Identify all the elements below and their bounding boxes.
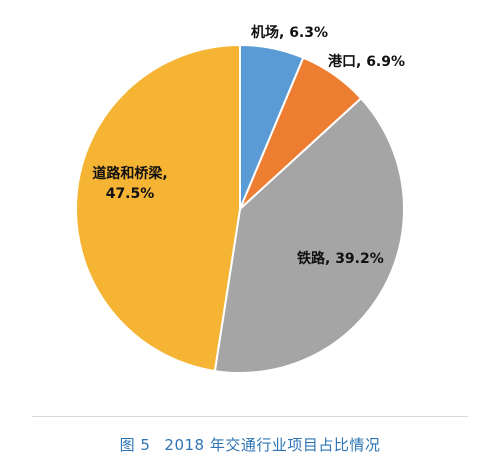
figure-title: 2018 年交通行业项目占比情况 — [164, 436, 381, 454]
pie-slice-railway — [213, 96, 405, 374]
pie-chart: 机场, 6.3%港口, 6.9% 铁路, 39.2% 道路和桥梁, 47.5% — [75, 24, 405, 374]
figure-caption: 图 5 2018 年交通行业项目占比情况 — [0, 434, 500, 455]
pie-slice-road-bridge — [75, 43, 241, 373]
slice-label-airport: 机场, 6.3% — [251, 24, 328, 41]
slice-label-port: 港口, 6.9% — [328, 53, 405, 70]
caption-divider — [32, 416, 468, 417]
slice-label-railway: 铁路, 39.2% — [297, 250, 384, 267]
slice-label-road-bridge: 道路和桥梁, 47.5% — [92, 165, 167, 202]
slice-labels: 机场, 6.3%港口, 6.9% 铁路, 39.2% 道路和桥梁, 47.5% — [92, 24, 405, 267]
pie-slices — [75, 43, 405, 374]
figure-number: 图 5 — [119, 436, 151, 454]
